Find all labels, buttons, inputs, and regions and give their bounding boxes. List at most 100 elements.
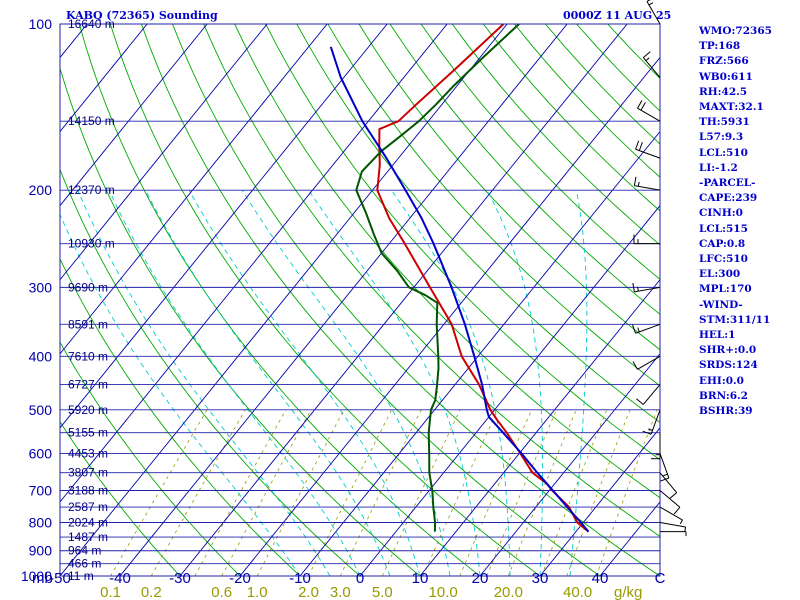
isotherm--90 [60,24,268,281]
dry-adiabat-5 [78,24,481,576]
index-item: -PARCEL- [699,177,756,190]
index-item: SRDS:124 [699,359,758,372]
temperature-tick-label: 20 [472,570,489,587]
indices-panel: WMO:72365 TP:168 FRZ:566 WB0:611 RH:42.5 MAXT… [699,24,772,419]
pressure-tick-label: 900 [29,543,53,559]
mixing-ratio-tick-label: 1.0 [247,584,268,600]
pressure-tick-label: 100 [29,16,53,32]
height-label: 8591 m [68,317,108,331]
height-label: 10930 m [68,237,115,251]
index-item: FRZ:566 [699,55,749,68]
dewpoint-profile [355,24,520,532]
moist-adiabat-5 [241,189,451,576]
temperature-profile [376,24,590,533]
mixing-ratio-line-8 [422,409,499,576]
index-item: MAXT:32.1 [699,101,764,114]
moist-adiabat-1 [77,190,331,576]
wind-barb-icon [632,282,661,293]
isotherm--20 [239,56,660,576]
wind-barb-icon [632,355,661,370]
temperature-unit-label: C [655,570,666,587]
isotherm--40 [119,24,568,576]
mixing-ratio-line-11 [507,409,577,576]
index-item: WB0:611 [699,70,753,83]
temperature-tick-label: -50 [49,570,71,587]
index-item: CINH:0 [699,207,743,220]
mixing-ratio-unit-label: g/kg [614,584,642,600]
pressure-tick-label: 400 [29,348,53,364]
wind-barb-icon [633,234,660,245]
index-item: L57:9.3 [699,131,744,144]
height-label: 3807 m [68,466,108,480]
dry-adiabat-6 [109,24,541,576]
sounding-time: 0000Z 11 AUG 25 [563,9,672,22]
height-label: 9690 m [68,280,108,294]
plot-frame [59,23,661,577]
isotherm-30 [539,427,660,576]
pressure-tick-label: 500 [29,402,53,418]
index-item: TP:168 [699,40,741,53]
index-item: RH:42.5 [699,85,748,98]
isotherm--10 [299,130,660,576]
height-label: 7610 m [68,349,108,363]
wind-barb-icon [659,472,678,499]
height-label: 11 m [68,569,94,583]
mixing-ratio-tick-label: 0.6 [211,584,232,600]
wind-barb-icon [659,522,687,532]
wind-barb-icon [636,384,661,405]
index-item: EL:300 [699,268,741,281]
index-item: CAP:0.8 [699,237,746,250]
height-label: 5155 m [68,426,108,440]
background-lines [0,24,660,576]
height-label: 964 m [68,544,101,558]
mixing-ratio-tick-label: 0.2 [141,584,162,600]
mixing-ratio-tick-label: 20.0 [494,584,523,600]
height-label: 12370 m [68,183,115,197]
isotherm--30 [179,24,628,576]
moist-adiabat-6 [308,189,481,576]
index-item: HEL:1 [699,329,736,342]
height-label: 1487 m [68,530,108,544]
moist-adiabat-4 [188,189,421,576]
wind-barb-icon [642,409,661,435]
mixing-ratio-line-12 [541,409,608,576]
wind-barb-icon [646,0,661,25]
mixing-ratio-line-10 [486,409,557,576]
temperature-tick-label: -40 [109,570,131,587]
temperature-tick-label: 0 [356,570,364,587]
isotherm--110 [60,24,148,133]
mixing-ratio-tick-label: 10.0 [429,584,458,600]
wind-barbs [632,0,687,537]
temperature-tick-label: 30 [532,570,549,587]
height-label: 4453 m [68,447,108,461]
wind-barb-icon [632,323,661,334]
index-item: LCL:515 [699,222,748,235]
profile-lines [329,24,590,533]
wind-barb-icon [659,490,681,515]
wind-barb-icon [659,506,683,525]
wind-barb-icon [642,51,661,78]
pressure-tick-label: 300 [29,279,53,295]
height-label: 16640 m [68,17,115,31]
temperature-tick-label: -30 [169,570,191,587]
isotherm--60 [60,24,448,503]
wind-barb-icon [651,432,661,460]
mixing-ratio-line-13 [566,409,631,576]
index-item: LI:-1.2 [699,161,738,174]
mixing-ratio-tick-label: 40.0 [563,584,592,600]
moist-adiabat-8 [486,189,544,576]
parcel-profile [329,46,590,533]
mixing-ratio-line-14 [596,409,658,576]
index-item: -WIND- [699,298,743,311]
height-label: 3188 m [68,483,108,497]
wind-barb-icon [637,100,661,122]
mixing-ratio-tick-label: 3.0 [330,584,351,600]
height-label: 14150 m [68,114,115,128]
index-item: WMO:72365 [699,25,772,37]
isotherm--130 [0,24,27,576]
pressure-tick-label: 600 [29,446,53,462]
isotherm--80 [60,24,328,355]
index-item: SHR+:0.0 [699,344,757,357]
wind-barb-icon [633,176,661,191]
